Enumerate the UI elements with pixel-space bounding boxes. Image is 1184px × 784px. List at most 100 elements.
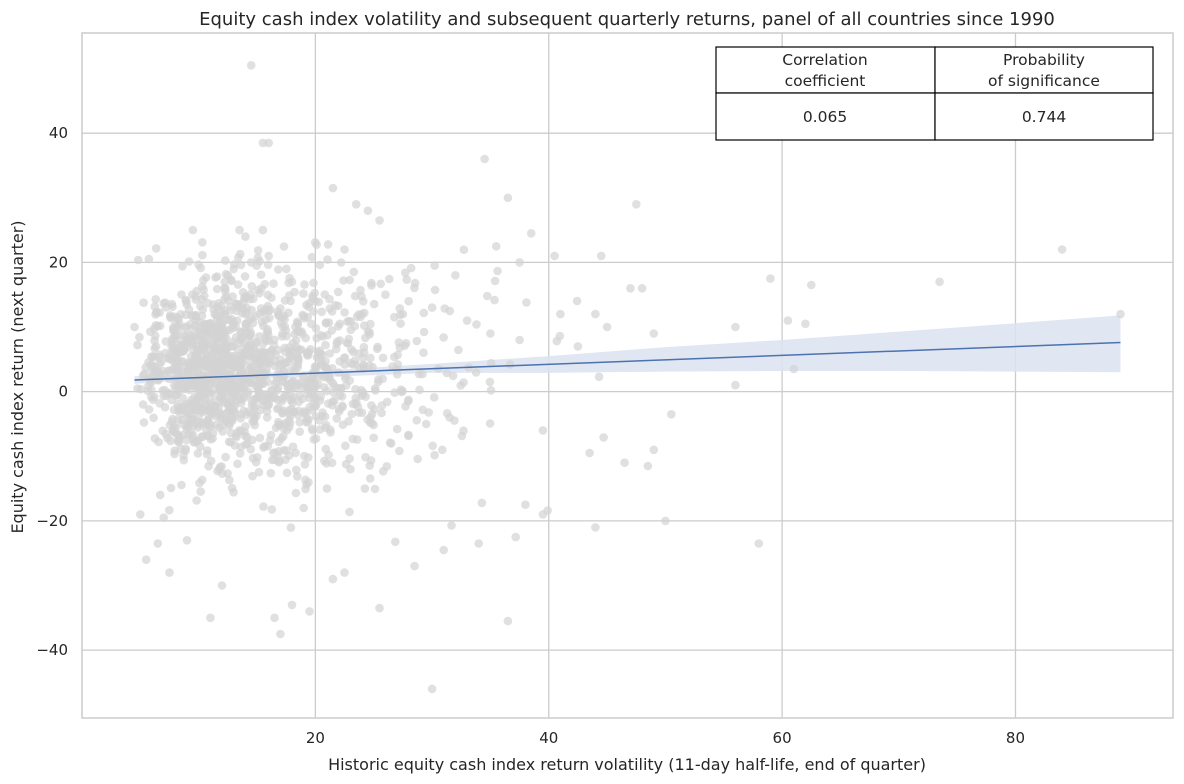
data-point [391,537,400,547]
data-point [349,267,359,277]
data-point [392,424,402,434]
data-point [316,392,326,401]
data-point [223,354,232,364]
data-point [442,409,452,418]
data-point [171,429,181,438]
data-point [430,285,440,295]
data-point [485,419,495,428]
data-point [396,385,406,394]
data-point [361,452,370,462]
data-point [286,396,296,405]
data-point [459,378,468,387]
data-point [385,438,395,448]
data-point [194,381,203,391]
data-point [244,325,254,334]
data-point [235,363,244,372]
data-point [511,532,520,542]
data-point [150,392,159,402]
data-point [263,327,273,337]
data-point [345,275,355,285]
data-point [310,288,320,298]
data-point [281,455,290,465]
data-point [370,404,379,414]
data-point [370,384,380,393]
data-point [356,285,365,295]
table-value-cell-probability [934,92,1154,141]
y-tick-label: 40 [49,124,68,142]
data-point [373,344,382,354]
data-point [166,313,175,323]
data-point [198,238,207,247]
data-point [182,382,192,391]
data-point [279,311,289,321]
x-tick-label: 60 [773,729,792,747]
data-point [300,280,309,289]
data-point [282,468,292,478]
data-point [430,450,439,460]
regression-line [134,341,1121,381]
data-point [381,290,390,300]
data-point [485,377,495,387]
data-point [359,297,368,306]
data-point [503,193,513,203]
chart-title: Equity cash index volatility and subsequ… [199,9,1055,30]
data-point [236,410,245,419]
data-point [206,378,215,387]
data-point [192,400,202,410]
data-point [284,278,294,288]
data-point [421,419,431,429]
data-point [200,291,209,301]
data-point [649,329,659,338]
data-point [178,262,187,271]
data-point [233,280,243,289]
x-tick-label: 40 [539,729,558,747]
data-point [340,245,349,254]
data-point [357,408,367,418]
data-point [167,417,177,427]
data-point [338,401,347,411]
data-point [197,475,207,485]
data-point [395,446,404,456]
data-point [457,431,467,441]
data-point [247,314,256,323]
data-point [368,362,377,372]
data-point [226,275,236,285]
data-point [365,474,375,483]
data-point [503,616,513,626]
data-point [303,418,312,427]
data-point [312,240,321,249]
data-point [241,309,250,319]
data-point [138,371,148,380]
data-point [258,351,267,360]
data-point [477,498,487,508]
data-point [344,316,354,326]
data-point [369,299,379,309]
data-point [156,357,166,367]
data-point [220,309,230,319]
data-point [179,402,188,412]
data-point [155,350,164,360]
data-point [406,263,416,273]
data-point [241,232,250,241]
data-point [454,345,463,355]
data-point [291,488,301,498]
data-point [187,416,197,425]
data-point [310,362,320,371]
data-point [236,260,246,270]
data-point [515,258,524,267]
data-point [201,322,210,332]
data-point [305,607,314,616]
data-point [377,408,386,418]
data-point [346,358,355,368]
data-point [204,461,213,471]
data-point [404,430,413,440]
data-point [360,308,369,318]
data-point [166,483,176,493]
data-point [1116,309,1125,319]
data-point [270,361,280,371]
data-point [279,242,289,251]
data-point [258,225,268,235]
data-point [166,436,175,446]
y-tick-label: −20 [36,512,68,530]
data-point [284,357,293,367]
